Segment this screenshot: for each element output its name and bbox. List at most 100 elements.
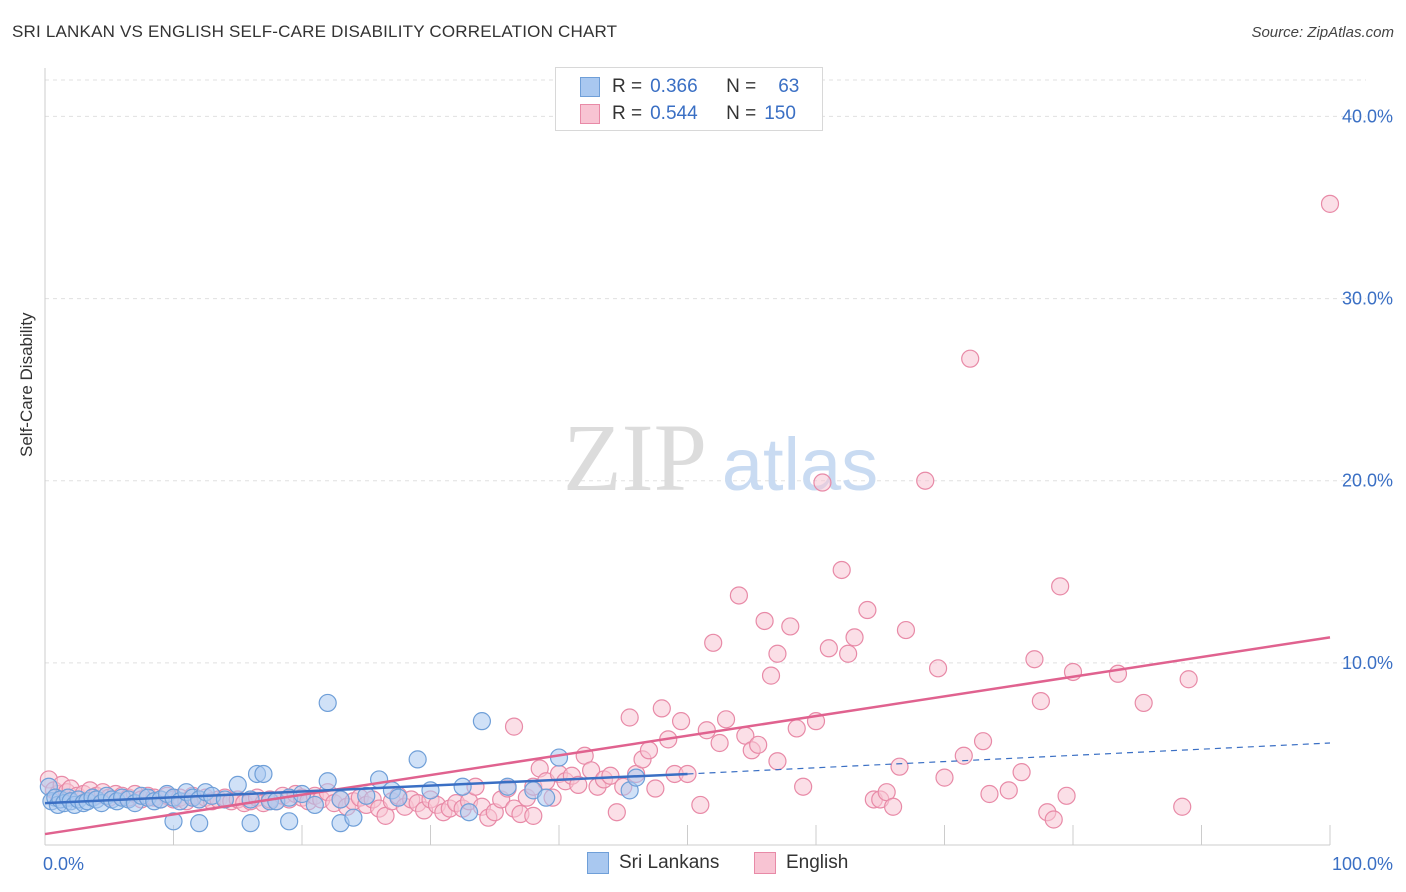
english-point	[697, 721, 716, 740]
english-point	[839, 644, 858, 663]
english-point	[980, 784, 999, 804]
y-axis-label: Self-Care Disability	[17, 312, 36, 457]
sri-lankan-point	[537, 788, 556, 807]
english-point	[755, 611, 774, 631]
english-point	[1031, 692, 1050, 711]
english-point	[716, 710, 736, 729]
english-point	[813, 473, 832, 492]
legend-r-label: R =	[612, 76, 643, 97]
watermark-atlas: atlas	[722, 423, 878, 506]
sri-lankan-point	[549, 748, 569, 767]
sri-lankan-trend-line	[44, 772, 688, 805]
sri-lankan-trend-extension	[687, 742, 1331, 775]
english-point	[845, 628, 864, 647]
y-tick-label: 30.0%	[1342, 289, 1393, 309]
english-point	[832, 560, 851, 580]
legend-swatch-pink	[580, 104, 600, 124]
chart-title: SRI LANKAN VS ENGLISH SELF-CARE DISABILI…	[12, 22, 618, 41]
english-point	[999, 781, 1018, 800]
sri-lankan-point	[318, 693, 337, 713]
english-point	[1173, 797, 1192, 816]
sri-lankan-point	[459, 803, 479, 822]
english-point	[1134, 693, 1153, 713]
english-point	[761, 666, 781, 685]
english-point	[896, 620, 916, 640]
english-point	[1179, 670, 1198, 689]
english-point	[935, 768, 954, 787]
english-point	[961, 349, 980, 368]
english-point	[620, 708, 639, 727]
english-point	[768, 644, 787, 663]
english-point	[704, 633, 723, 652]
english-point	[1320, 194, 1340, 213]
sri-lankan-point	[472, 712, 491, 731]
english-point	[1044, 810, 1063, 829]
english-point	[524, 806, 543, 825]
x-tick-label: 0.0%	[43, 854, 84, 874]
english-point	[646, 779, 665, 798]
english-point	[794, 777, 813, 796]
legend-swatch-blue	[587, 852, 609, 874]
legend-n-value: 150	[764, 103, 796, 124]
sri-lankan-point	[305, 795, 324, 815]
english-point	[1025, 650, 1044, 669]
english-point	[787, 719, 806, 738]
sri-lankan-point	[389, 788, 408, 807]
english-point	[883, 797, 903, 816]
english-point	[671, 712, 691, 731]
y-tick-label: 20.0%	[1342, 471, 1393, 491]
legend-item-sri-lankans[interactable]: Sri Lankans	[587, 852, 719, 874]
sri-lankan-point	[280, 812, 299, 831]
english-point	[749, 735, 768, 754]
english-points	[39, 194, 1340, 829]
sri-lankan-point	[241, 814, 260, 833]
correlation-legend: R = 0.366 N = 63 R = 0.544 N = 150	[555, 67, 823, 131]
legend-row-english: R = 0.544 N = 150	[580, 102, 796, 126]
legend-label-english: English	[786, 852, 849, 873]
english-point	[652, 699, 671, 718]
english-point	[781, 617, 800, 636]
sri-lankan-point	[331, 790, 350, 809]
english-point	[504, 717, 524, 736]
sri-lankan-point	[344, 808, 363, 827]
legend-row-sri-lankans: R = 0.366 N = 63	[580, 75, 799, 99]
legend-item-english[interactable]: English	[754, 852, 848, 874]
english-point	[858, 600, 877, 620]
tick-labels: 10.0% 20.0% 30.0% 40.0% 0.0% 100.0%	[43, 106, 1393, 874]
english-point	[928, 659, 948, 678]
legend-r-label: R =	[612, 103, 643, 124]
sri-lankan-point	[164, 812, 183, 831]
english-point	[1012, 763, 1031, 782]
english-point	[710, 733, 729, 753]
legend-label-sri-lankans: Sri Lankans	[619, 852, 720, 873]
legend-r-value: 0.544	[650, 103, 698, 124]
legend-n-label: N =	[726, 103, 757, 124]
english-point	[916, 471, 935, 490]
english-trend-line	[44, 636, 1331, 836]
english-point	[639, 741, 659, 760]
english-point	[601, 766, 620, 785]
y-tick-label: 10.0%	[1342, 653, 1393, 673]
sri-lankan-point	[318, 772, 337, 791]
english-point	[1051, 577, 1070, 596]
watermark: ZIP atlas	[563, 404, 878, 511]
sri-lankan-point	[190, 814, 209, 833]
watermark-zip: ZIP	[563, 404, 707, 511]
sri-lankan-point	[254, 764, 273, 784]
x-tick-label: 100.0%	[1332, 854, 1393, 874]
sri-lankan-point	[408, 750, 427, 769]
english-point	[819, 639, 838, 658]
english-point	[729, 586, 749, 605]
english-point	[607, 803, 626, 822]
english-point	[1057, 786, 1076, 805]
english-point	[954, 746, 973, 765]
legend-r-value: 0.366	[650, 76, 698, 97]
legend-swatch-pink	[754, 852, 776, 874]
source-credit: Source: ZipAtlas.com	[1251, 24, 1394, 41]
sri-lankan-point	[453, 777, 472, 796]
english-point	[569, 775, 588, 794]
english-point	[973, 732, 993, 751]
y-tick-label: 40.0%	[1342, 106, 1393, 126]
sri-lankan-point	[228, 775, 247, 794]
